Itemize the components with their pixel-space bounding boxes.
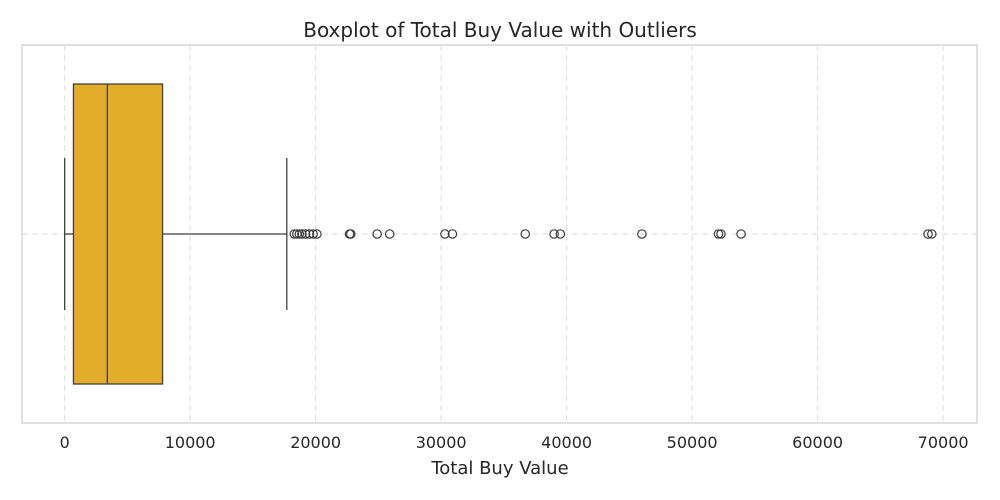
x-tick-label-3: 30000 — [416, 433, 467, 452]
iqr-box — [72, 83, 164, 385]
x-tick-label-6: 60000 — [792, 433, 843, 452]
x-axis-label: Total Buy Value — [430, 458, 568, 479]
outlier-point-18 — [713, 229, 724, 239]
x-tick-label-4: 40000 — [541, 433, 592, 452]
outlier-point-11 — [384, 229, 395, 239]
outlier-point-6 — [308, 229, 318, 239]
outlier-point-7 — [312, 229, 322, 239]
outlier-point-16 — [555, 229, 566, 239]
outlier-point-21 — [923, 229, 933, 239]
outlier-point-22 — [927, 229, 937, 239]
x-tick-labels: 0 10000 20000 30000 40000 50000 60000 70000 — [60, 433, 969, 452]
whiskers — [64, 158, 288, 310]
box — [72, 83, 164, 385]
outlier-point-4 — [300, 229, 311, 239]
x-tick-label-5: 50000 — [667, 433, 718, 452]
outlier-point-19 — [716, 229, 726, 239]
outlier-point-15 — [549, 229, 559, 239]
outlier-point-3 — [297, 229, 307, 239]
outlier-point-0 — [289, 229, 300, 239]
outlier-point-14 — [520, 229, 531, 239]
x-tick-label-1: 10000 — [165, 433, 216, 452]
chart-title: Boxplot of Total Buy Value with Outliers — [303, 18, 697, 42]
outlier-points — [289, 229, 937, 239]
x-tick-label-0: 0 — [60, 433, 70, 452]
x-tick-label-2: 20000 — [290, 433, 341, 452]
outlier-point-12 — [440, 229, 450, 239]
outlier-point-5 — [304, 229, 315, 239]
outlier-point-20 — [736, 229, 746, 239]
outlier-point-13 — [447, 229, 458, 239]
outlier-point-10 — [372, 229, 382, 239]
grid-lines — [22, 45, 977, 423]
outlier-point-17 — [637, 229, 647, 239]
outlier-point-2 — [294, 229, 305, 239]
x-tick-label-7: 70000 — [918, 433, 969, 452]
outlier-point-9 — [345, 229, 356, 239]
